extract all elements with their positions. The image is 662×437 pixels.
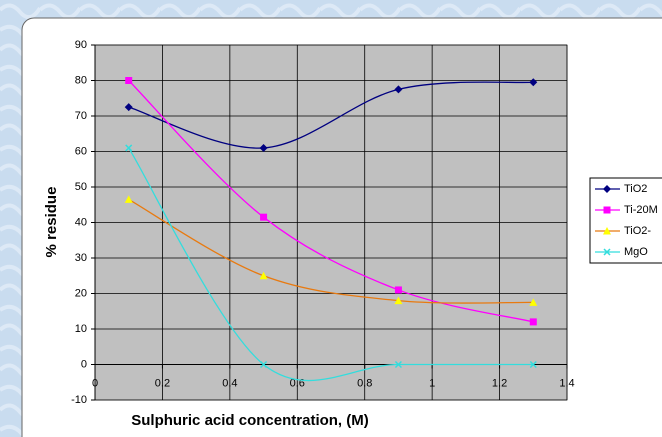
- marker: [394, 85, 403, 94]
- marker: [603, 185, 611, 193]
- x-tick-label: 1: [429, 377, 435, 389]
- x-tick-label: 0.2: [155, 377, 170, 389]
- marker: [260, 213, 268, 221]
- y-tick-label: 60: [75, 145, 87, 157]
- marker: [529, 78, 538, 87]
- y-tick-label: 70: [75, 110, 87, 122]
- legend-label: TiO2-: [624, 225, 651, 237]
- marker: [529, 298, 538, 306]
- legend-box: [589, 177, 662, 264]
- marker: [124, 195, 133, 203]
- series-line: [128, 81, 534, 149]
- marker: [394, 360, 402, 369]
- marker: [125, 144, 133, 152]
- x-axis-title: Sulphuric acid concentration, (M): [131, 412, 369, 429]
- legend-label: TiO2: [624, 183, 647, 195]
- x-tick-label: 1.4: [559, 377, 574, 389]
- y-axis-title: % residue: [43, 187, 60, 258]
- marker: [529, 318, 537, 326]
- y-tick-label: 40: [75, 216, 87, 228]
- legend-label: MgO: [624, 246, 648, 258]
- series-line: [128, 147, 534, 382]
- y-tick-label: 50: [75, 181, 87, 193]
- marker: [125, 77, 133, 84]
- y-tick-label: -10: [71, 394, 87, 406]
- y-tick-label: 90: [75, 39, 87, 51]
- marker: [259, 271, 268, 280]
- marker: [603, 227, 611, 235]
- marker: [124, 103, 133, 112]
- marker: [603, 248, 611, 256]
- marker: [603, 206, 611, 214]
- x-tick-label: 0.8: [357, 377, 372, 389]
- x-tick-label: 1.2: [492, 377, 507, 389]
- marker: [260, 360, 268, 369]
- y-tick-label: 20: [75, 287, 87, 299]
- marker: [394, 296, 403, 305]
- legend: TiO2 Ti-20M TiO2- MgO: [589, 177, 662, 264]
- marker: [529, 360, 537, 369]
- x-tick-label: 0.4: [222, 377, 237, 389]
- y-tick-label: 10: [75, 323, 87, 335]
- legend-label: Ti-20M: [624, 204, 658, 216]
- marker: [259, 143, 268, 152]
- marker: [394, 286, 402, 294]
- y-tick-label: 0: [81, 358, 87, 370]
- y-tick-label: 80: [75, 74, 87, 86]
- series-line: [128, 198, 534, 304]
- y-tick-label: 30: [75, 252, 87, 264]
- series-line: [128, 80, 534, 323]
